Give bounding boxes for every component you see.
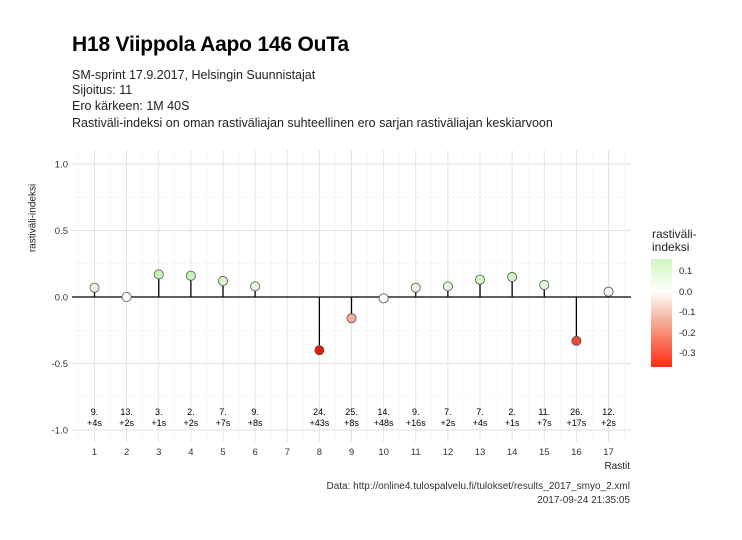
time-diff-label: +7s: [216, 418, 231, 428]
data-point: [185, 270, 196, 281]
rank-label: 3.: [155, 407, 163, 417]
data-point: [378, 293, 389, 304]
time-diff-label: +8s: [344, 418, 359, 428]
data-point: [314, 345, 325, 356]
time-diff-label: +7s: [537, 418, 552, 428]
subtitle-line: SM-sprint 17.9.2017, Helsingin Suunnista…: [72, 68, 316, 82]
time-diff-label: +43s: [309, 418, 329, 428]
rank-label: 12.: [602, 407, 615, 417]
x-tick-label: 10: [378, 447, 389, 458]
data-point: [89, 282, 100, 293]
time-diff-label: +2s: [183, 418, 198, 428]
data-point: [603, 286, 614, 297]
x-axis-label: Rastit: [604, 461, 630, 472]
time-diff-label: +2s: [440, 418, 455, 428]
x-tick-label: 13: [475, 447, 486, 458]
y-tick-label: -0.5: [52, 359, 68, 370]
x-tick-label: 5: [220, 447, 225, 458]
time-diff-label: +1s: [151, 418, 166, 428]
data-source-caption: Data: http://online4.tulospalvelu.fi/tul…: [326, 481, 630, 492]
subtitle-line: Rastiväli-indeksi on oman rastiväliajan …: [72, 116, 553, 130]
x-tick-label: 7: [285, 447, 290, 458]
x-tick-label: 6: [252, 447, 257, 458]
time-diff-label: +4s: [87, 418, 102, 428]
y-tick-label: 0.5: [55, 226, 68, 237]
time-diff-label: +4s: [473, 418, 488, 428]
rank-label: 2.: [508, 407, 516, 417]
time-diff-label: +48s: [374, 418, 394, 428]
data-point: [475, 274, 486, 285]
legend-title: rastiväli-indeksi: [652, 227, 697, 254]
time-diff-label: +2s: [119, 418, 134, 428]
x-tick-label: 14: [507, 447, 518, 458]
legend-tick: 0.0: [679, 287, 693, 298]
y-axis-label: rastiväli-indeksi: [27, 183, 39, 253]
data-point: [121, 291, 132, 302]
legend-tick: -0.1: [679, 307, 696, 318]
data-point: [539, 280, 550, 291]
subtitle-line: Sijoitus: 11: [72, 83, 133, 97]
data-point: [442, 281, 453, 292]
rank-label: 7.: [444, 407, 452, 417]
rank-label: 24.: [313, 407, 326, 417]
rank-label: 25.: [345, 407, 358, 417]
x-tick-label: 12: [443, 447, 454, 458]
rank-label: 11.: [538, 407, 550, 417]
data-point: [346, 313, 357, 324]
x-tick-label: 1: [92, 447, 97, 458]
rank-label: 13.: [120, 407, 133, 417]
y-tick-label: 0.0: [55, 293, 68, 304]
y-tick-label: 1.0: [55, 160, 68, 171]
rank-label: 7.: [476, 407, 484, 417]
time-diff-label: +16s: [406, 418, 426, 428]
rank-label: 7.: [219, 407, 227, 417]
rank-label: 9.: [412, 407, 420, 417]
time-diff-label: +8s: [248, 418, 263, 428]
time-diff-label: +1s: [505, 418, 520, 428]
legend-tick: 0.1: [679, 266, 693, 277]
x-tick-label: 8: [317, 447, 322, 458]
rank-label: 2.: [187, 407, 195, 417]
x-tick-label: 17: [603, 447, 614, 458]
rank-label: 14.: [377, 407, 390, 417]
data-point: [507, 272, 518, 283]
chart-title: H18 Viippola Aapo 146 OuTa: [72, 33, 349, 56]
legend-tick: -0.2: [679, 328, 696, 339]
x-tick-label: 9: [349, 447, 354, 458]
x-tick-label: 16: [571, 447, 582, 458]
data-point: [410, 282, 421, 293]
x-tick-label: 2: [124, 447, 129, 458]
legend-colorbar: [651, 259, 672, 367]
data-point: [250, 281, 261, 292]
rank-label: 9.: [251, 407, 259, 417]
subtitle-line: Ero kärkeen: 1M 40S: [72, 99, 190, 113]
x-tick-label: 11: [411, 447, 421, 458]
data-point: [217, 276, 228, 287]
x-tick-label: 15: [539, 447, 550, 458]
x-tick-label: 3: [156, 447, 161, 458]
time-diff-label: +2s: [601, 418, 616, 428]
legend-tick: -0.3: [679, 348, 696, 359]
y-tick-label: -1.0: [52, 426, 68, 437]
x-tick-label: 4: [188, 447, 193, 458]
rank-label: 9.: [91, 407, 99, 417]
rank-label: 26.: [570, 407, 583, 417]
time-diff-label: +17s: [566, 418, 586, 428]
data-point: [153, 269, 164, 280]
data-point: [571, 335, 582, 346]
timestamp-caption: 2017-09-24 21:35:05: [537, 495, 630, 506]
